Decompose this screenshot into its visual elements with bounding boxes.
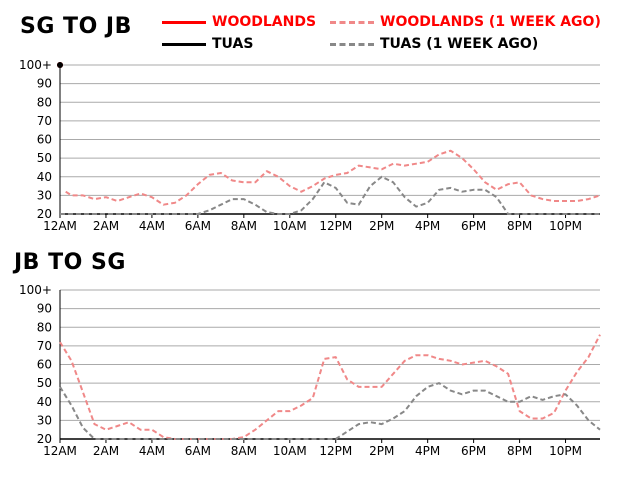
jb-to-sg-x-tick-label: 12AM: [43, 444, 77, 458]
sg-to-jb-y-tick-label: 70: [37, 114, 52, 128]
jb-to-sg-x-tick-label: 2PM: [369, 444, 394, 458]
legend-swatch-tuas-week-ago: [330, 42, 374, 46]
sg-to-jb-y-tick-label: 60: [37, 133, 52, 147]
sg-to-jb-x-tick-label: 8PM: [507, 219, 532, 233]
sg-to-jb-x-tick-label: 4PM: [415, 219, 440, 233]
sg-to-jb-x-tick-label: 2AM: [93, 219, 119, 233]
jb-to-sg-x-tick-label: 10AM: [273, 444, 307, 458]
jb-to-sg-x-tick-label: 8AM: [231, 444, 257, 458]
sg-to-jb-line-tuas-1-week-ago: [60, 175, 600, 215]
sg-to-jb-x-tick-label: 10AM: [273, 219, 307, 233]
legend-label-tuas-week-ago: TUAS (1 WEEK AGO): [380, 36, 539, 52]
legend-swatch-woodlands-week-ago: [330, 20, 374, 24]
sg-to-jb-x-tick-label: 12AM: [43, 219, 77, 233]
legend-woodlands-week-ago: WOODLANDS (1 WEEK AGO): [330, 14, 601, 30]
jb-to-sg-y-tick-label: 90: [37, 302, 52, 316]
legend-tuas: TUAS: [162, 36, 253, 52]
jb-to-sg-x-tick-label: 12PM: [319, 444, 352, 458]
legend-label-tuas: TUAS: [212, 36, 254, 52]
jb-to-sg-y-tick-label: 40: [37, 395, 52, 409]
sg-to-jb-x-tick-label: 12PM: [319, 219, 352, 233]
chart-title-jb-to-sg: JB TO SG: [14, 250, 126, 275]
sg-to-jb-point-tuas: [57, 62, 63, 68]
legend-swatch-tuas: [162, 42, 206, 46]
jb-to-sg-y-tick-label: 80: [37, 320, 52, 334]
legend-tuas-week-ago: TUAS (1 WEEK AGO): [330, 36, 538, 52]
sg-to-jb-x-tick-label: 8AM: [231, 219, 257, 233]
jb-to-sg-x-tick-label: 8PM: [507, 444, 532, 458]
legend-label-woodlands-week-ago: WOODLANDS (1 WEEK AGO): [380, 14, 601, 30]
jb-to-sg-y-tick-label: 50: [37, 376, 52, 390]
legend-woodlands: WOODLANDS: [162, 14, 316, 30]
sg-to-jb-y-tick-label: 40: [37, 170, 52, 184]
jb-to-sg-x-tick-label: 4AM: [139, 444, 165, 458]
sg-to-jb-y-tick-label: 50: [37, 151, 52, 165]
sg-to-jb-y-tick-label: 100+: [19, 58, 52, 72]
jb-to-sg-x-tick-label: 10PM: [549, 444, 582, 458]
jb-to-sg-y-tick-label: 20: [37, 432, 52, 446]
sg-to-jb-x-tick-label: 2PM: [369, 219, 394, 233]
sg-to-jb-x-tick-label: 6AM: [185, 219, 211, 233]
sg-to-jb-x-tick-label: 10PM: [549, 219, 582, 233]
jb-to-sg-x-tick-label: 6AM: [185, 444, 211, 458]
sg-to-jb-x-tick-label: 4AM: [139, 219, 165, 233]
jb-to-sg-x-tick-label: 4PM: [415, 444, 440, 458]
jb-to-sg-line-woodlands-1-week-ago: [59, 334, 601, 440]
jb-to-sg-y-tick-label: 30: [37, 413, 52, 427]
jb-to-sg-y-tick-label: 60: [37, 358, 52, 372]
chart-title-sg-to-jb: SG TO JB: [20, 14, 132, 39]
jb-to-sg-y-tick-label: 100+: [19, 283, 52, 297]
sg-to-jb-y-tick-label: 30: [37, 188, 52, 202]
jb-to-sg-x-tick-label: 2AM: [93, 444, 119, 458]
sg-to-jb-x-tick-label: 6PM: [461, 219, 486, 233]
sg-to-jb-line-woodlands-1-week-ago: [65, 149, 601, 206]
legend-label-woodlands: WOODLANDS: [212, 14, 317, 30]
jb-to-sg-x-tick-label: 6PM: [461, 444, 486, 458]
legend-swatch-woodlands: [162, 20, 206, 24]
sg-to-jb-y-tick-label: 90: [37, 77, 52, 91]
sg-to-jb-y-tick-label: 80: [37, 95, 52, 109]
jb-to-sg-line-tuas-1-week-ago: [59, 382, 601, 440]
sg-to-jb-y-tick-label: 20: [37, 207, 52, 221]
jb-to-sg-y-tick-label: 70: [37, 339, 52, 353]
